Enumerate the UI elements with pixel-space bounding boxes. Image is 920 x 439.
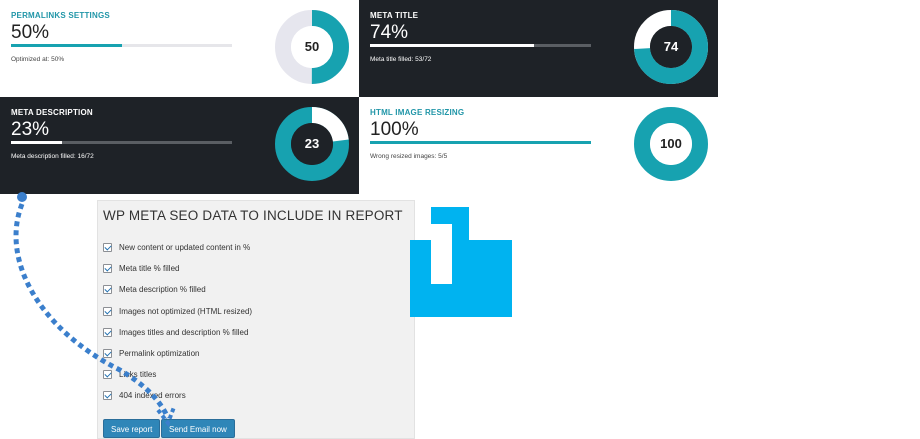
option-label: Meta title % filled — [119, 264, 180, 273]
card-value: 50% — [11, 22, 50, 43]
card-meta-description: META DESCRIPTION 23% Meta description fi… — [0, 97, 359, 194]
checkbox[interactable] — [103, 349, 112, 358]
card-subtitle: Wrong resized images: 5/5 — [370, 153, 448, 160]
checkbox[interactable] — [103, 264, 112, 273]
option-label: Links titles — [119, 370, 157, 379]
option-label: 404 indexed errors — [119, 391, 186, 400]
report-options-panel: WP META SEO DATA TO INCLUDE IN REPORT Ne… — [97, 200, 415, 439]
logo-icon — [410, 207, 512, 317]
option-label: Meta description % filled — [119, 285, 206, 294]
progress-bar — [370, 141, 591, 144]
progress-bar — [370, 44, 591, 47]
checkbox[interactable] — [103, 243, 112, 252]
checkbox[interactable] — [103, 307, 112, 316]
option-label: New content or updated content in % — [119, 243, 251, 252]
card-permalinks-settings: PERMALINKS SETTINGS 50% Optimized at: 50… — [0, 0, 359, 97]
donut-chart — [634, 107, 708, 181]
checkbox[interactable] — [103, 391, 112, 400]
card-value: 23% — [11, 119, 50, 140]
card-value: 100% — [370, 119, 419, 140]
card-meta-title: META TITLE 74% Meta title filled: 53/72 … — [359, 0, 718, 97]
donut-value: 50 — [304, 39, 320, 54]
checkbox[interactable] — [103, 328, 112, 337]
donut-value: 23 — [304, 136, 320, 151]
donut-value: 100 — [660, 136, 682, 151]
progress-bar — [11, 44, 232, 47]
card-subtitle: Meta title filled: 53/72 — [370, 56, 432, 63]
card-subtitle: Optimized at: 50% — [11, 56, 65, 63]
card-html-image-resizing: HTML IMAGE RESIZING 100% Wrong resized i… — [359, 97, 718, 194]
send-email-button[interactable]: Send Email now — [161, 419, 235, 438]
save-report-button[interactable]: Save report — [103, 419, 161, 438]
card-title: HTML IMAGE RESIZING — [370, 108, 465, 117]
donut-chart — [275, 10, 349, 84]
checkbox[interactable] — [103, 370, 112, 379]
donut-chart — [275, 107, 349, 181]
option-label: Images not optimized (HTML resized) — [119, 307, 253, 316]
donut-value: 74 — [663, 39, 679, 54]
checkbox[interactable] — [103, 285, 112, 294]
card-subtitle: Meta description filled: 16/72 — [11, 153, 94, 160]
card-value: 74% — [370, 22, 409, 43]
progress-bar — [11, 141, 232, 144]
card-title: META TITLE — [370, 11, 419, 20]
donut-chart — [634, 10, 708, 84]
card-title: PERMALINKS SETTINGS — [11, 11, 110, 20]
panel-title: WP META SEO DATA TO INCLUDE IN REPORT — [103, 208, 403, 223]
option-label: Permalink optimization — [119, 349, 200, 358]
card-title: META DESCRIPTION — [11, 108, 93, 117]
option-label: Images titles and description % filled — [119, 328, 249, 337]
